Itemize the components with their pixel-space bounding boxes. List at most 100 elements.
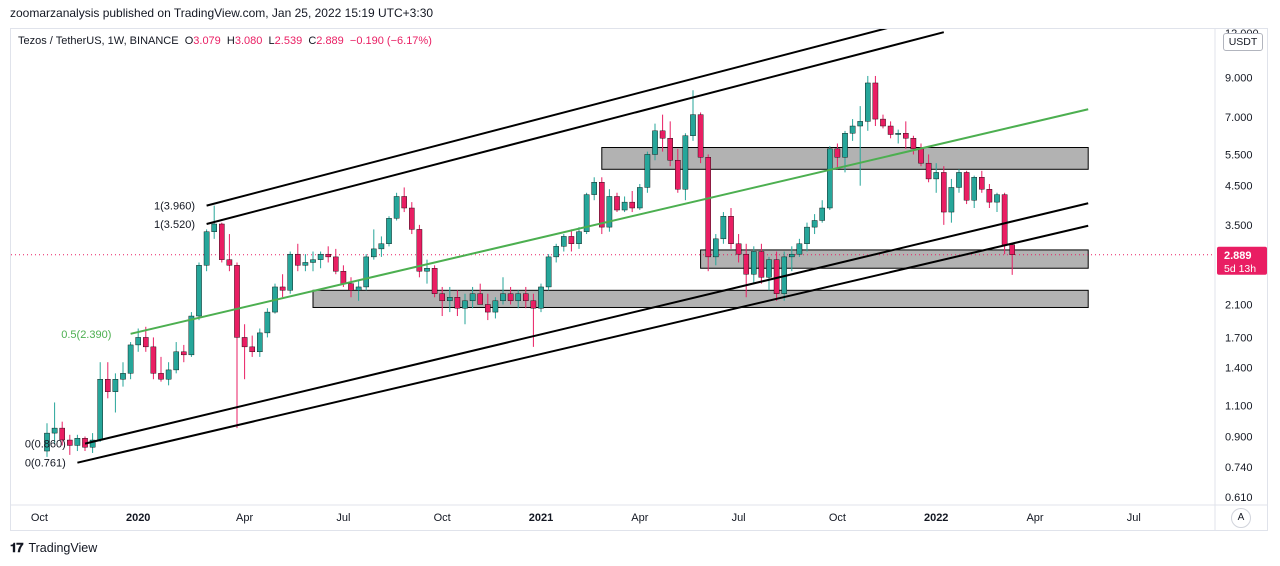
close-value: 2.889 <box>316 35 344 47</box>
candle-body <box>720 216 727 240</box>
candle-body <box>74 438 81 446</box>
symbol-title[interactable]: Tezos / TetherUS, 1W, BINANCE <box>18 35 179 47</box>
candle-body <box>393 196 400 219</box>
candle-body <box>51 427 58 434</box>
candle-body <box>887 125 894 135</box>
candle-body <box>234 265 240 338</box>
candle-body <box>287 253 294 291</box>
low-label: L <box>268 35 275 47</box>
publisher-line: zoomarzanalysis published on TradingView… <box>10 6 434 20</box>
candle-body <box>865 82 871 122</box>
candle-body <box>621 201 628 211</box>
candle-body <box>462 300 468 309</box>
candle-body <box>735 243 742 255</box>
candle-body <box>211 223 218 232</box>
candle-body <box>713 238 719 258</box>
candle-body <box>667 138 673 161</box>
candle-body <box>963 172 970 201</box>
currency-button[interactable]: USDT <box>1223 33 1263 51</box>
low-value: 2.539 <box>274 35 303 47</box>
channel-outer-lower <box>77 224 1089 464</box>
price-tick-label: 5.500 <box>1225 149 1253 161</box>
candle-body <box>933 172 939 180</box>
candle-body <box>979 177 985 190</box>
time-tick-label: Jul <box>336 512 350 524</box>
last-price-value: 2.889 <box>1224 250 1252 262</box>
candle-body <box>203 231 210 266</box>
price-tick-label: 3.500 <box>1225 220 1253 232</box>
candle-body <box>971 177 977 201</box>
candle-body <box>1001 194 1008 245</box>
last-price-tag <box>1217 246 1267 275</box>
candle-body <box>477 293 484 305</box>
candle-body <box>682 135 689 190</box>
price-tick-label: 1.700 <box>1225 332 1253 344</box>
time-tick-label: Oct <box>31 512 48 524</box>
candle-body <box>751 251 757 275</box>
time-tick-label: 2021 <box>529 512 553 524</box>
candle-body <box>675 160 681 190</box>
candle-body <box>180 351 187 356</box>
candle-body <box>188 315 195 356</box>
candle-body <box>257 332 263 353</box>
change-value: −0.190 (−6.17%) <box>349 35 432 47</box>
fib-mid-line <box>130 108 1089 335</box>
candle-body <box>447 297 453 302</box>
candle-body <box>948 187 955 213</box>
fib-level-label: 1(3.960) <box>154 201 195 213</box>
channel-outer-upper <box>206 29 888 207</box>
candle-body <box>120 373 126 380</box>
candle-body <box>150 346 157 374</box>
candle-body <box>416 229 423 272</box>
candle-body <box>249 346 256 353</box>
candle-body <box>910 138 917 150</box>
price-tick-label: 1.400 <box>1225 363 1253 375</box>
candle-body <box>690 114 696 136</box>
candle-body <box>804 226 810 244</box>
time-tick-label: 2022 <box>924 512 948 524</box>
candle-body <box>378 243 385 250</box>
candle-body <box>530 300 537 309</box>
time-tick-label: Apr <box>236 512 253 524</box>
candle-body <box>226 259 233 266</box>
price-tick-label: 2.100 <box>1225 299 1253 311</box>
candle-body <box>591 182 597 195</box>
candle-body <box>218 223 225 260</box>
candle-body <box>644 154 651 188</box>
candle-body <box>371 248 377 258</box>
candle-body <box>834 148 841 158</box>
candle-body <box>59 427 65 441</box>
footer: 𝟏𝟕 TradingView <box>10 540 97 556</box>
candle-body <box>135 337 142 346</box>
candle-body <box>158 373 164 380</box>
candle-body <box>44 432 50 452</box>
candle-body <box>758 251 765 278</box>
candle-body <box>386 218 392 244</box>
candle-body <box>310 259 316 263</box>
candle-body <box>583 194 590 232</box>
candle-body <box>241 337 248 348</box>
auto-scale-button[interactable]: A <box>1231 508 1251 528</box>
time-tick-label: Jul <box>1127 512 1141 524</box>
candle-body <box>568 236 575 244</box>
chart-frame <box>10 28 1268 531</box>
candle-body <box>629 201 635 209</box>
zone-lower-support <box>312 289 1089 308</box>
candle-body <box>523 293 529 302</box>
candle-body <box>941 172 947 213</box>
candle-body <box>819 207 825 221</box>
open-label: O <box>184 35 194 47</box>
candle-body <box>279 286 286 291</box>
candle-body <box>485 304 491 313</box>
price-tick-label: 7.000 <box>1225 112 1253 124</box>
price-tick-label: 1.100 <box>1225 400 1253 412</box>
time-tick-label: Apr <box>631 512 648 524</box>
time-tick-label: Apr <box>1026 512 1043 524</box>
candle-body <box>515 293 521 302</box>
candle-body <box>317 253 324 260</box>
time-tick-label: Jul <box>732 512 746 524</box>
candle-body <box>295 253 301 266</box>
price-tick-label: 0.900 <box>1225 432 1253 444</box>
candle-body <box>796 243 803 255</box>
